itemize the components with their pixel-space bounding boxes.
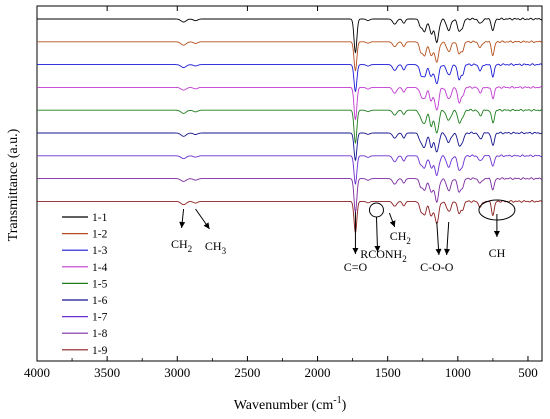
annotation-arrowhead bbox=[374, 245, 381, 252]
legend-label: 1-1 bbox=[92, 212, 108, 224]
series-line-1-4 bbox=[37, 86, 543, 121]
annotation-label: C=O bbox=[344, 260, 368, 274]
annotation-label: CH2 bbox=[171, 237, 192, 254]
x-tick-label: 2500 bbox=[234, 365, 260, 380]
series-line-1-8 bbox=[37, 177, 543, 214]
series-line-1-9 bbox=[37, 200, 543, 234]
annotation-label: CH bbox=[489, 246, 506, 260]
annotation-arrowhead bbox=[435, 248, 442, 255]
series-line-1-2 bbox=[37, 40, 543, 72]
x-tick-label: 1000 bbox=[445, 365, 471, 380]
x-tick-label: 2000 bbox=[305, 365, 331, 380]
series-line-1-5 bbox=[37, 108, 543, 144]
x-axis-ticks: 4000 3500 3000 2500 2000 1500 1000 500 bbox=[24, 6, 538, 380]
annotation-arrowhead bbox=[203, 222, 210, 229]
annotation-label: CH3 bbox=[205, 239, 227, 256]
x-tick-label: 4000 bbox=[24, 365, 50, 380]
x-axis-label: Wavenumber (cm-1) bbox=[234, 395, 347, 413]
legend-label: 1-4 bbox=[92, 262, 108, 274]
series-layer bbox=[37, 17, 543, 234]
x-axis-label-close: ) bbox=[342, 398, 347, 413]
annotation-label: RCONH2 bbox=[360, 247, 407, 264]
annotation-arrowhead bbox=[444, 248, 450, 255]
legend-label: 1-5 bbox=[92, 278, 108, 290]
legend-label: 1-3 bbox=[92, 245, 108, 257]
plot-frame bbox=[36, 5, 543, 362]
y-axis-label: Transmittance (a.u.) bbox=[6, 128, 21, 241]
x-tick-label: 3000 bbox=[164, 365, 190, 380]
x-tick-label: 1500 bbox=[375, 365, 401, 380]
x-axis-label-main: Wavenumber (cm bbox=[234, 398, 334, 413]
annotation-circle bbox=[368, 202, 384, 218]
series-line-1-7 bbox=[37, 154, 543, 185]
legend-label: 1-6 bbox=[92, 295, 108, 307]
series-line-1-1 bbox=[37, 17, 543, 54]
annotation-arrowhead bbox=[352, 248, 359, 254]
x-tick-label: 500 bbox=[518, 365, 538, 380]
legend: 1-1 1-2 1-3 1-4 1-5 1-6 1-7 1-8 1-9 bbox=[62, 212, 108, 357]
legend-label: 1-9 bbox=[92, 345, 108, 357]
x-tick-label: 3500 bbox=[94, 365, 120, 380]
annotation-label: CH2 bbox=[390, 229, 411, 246]
legend-label: 1-2 bbox=[92, 229, 108, 241]
series-line-1-3 bbox=[37, 63, 543, 93]
x-axis-label-sup: -1 bbox=[333, 395, 341, 406]
annotation-arrowhead bbox=[179, 221, 186, 228]
legend-label: 1-7 bbox=[92, 312, 108, 324]
legend-label: 1-8 bbox=[92, 328, 108, 340]
annotation-label: C-O-O bbox=[420, 260, 454, 274]
annotation-arrowhead bbox=[389, 220, 396, 227]
annotation-arrowhead bbox=[493, 231, 500, 237]
series-line-1-6 bbox=[37, 131, 543, 162]
